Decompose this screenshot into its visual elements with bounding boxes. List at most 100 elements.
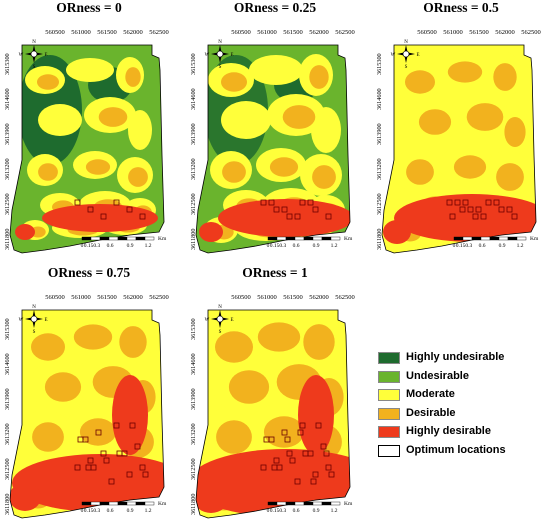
x-tick-label: 562000 bbox=[309, 294, 329, 301]
compass-icon: N S E W bbox=[205, 305, 234, 335]
compass-s-label: S bbox=[219, 330, 222, 335]
zone-desirable bbox=[216, 420, 252, 454]
legend-label: Undesirable bbox=[406, 369, 469, 382]
compass-n-label: N bbox=[404, 40, 408, 45]
optimum-location-marker bbox=[485, 199, 492, 206]
zone-desirable bbox=[222, 161, 246, 183]
zone-desirable bbox=[257, 322, 301, 352]
suitability-map: N S E W 0 0.150.3 0.6 0.9 1.2 Km bbox=[9, 305, 167, 519]
optimum-location-marker bbox=[74, 464, 81, 471]
scale-unit: Km bbox=[530, 236, 539, 242]
zone-desirable bbox=[119, 326, 147, 358]
optimum-location-marker bbox=[299, 422, 306, 429]
optimum-location-marker bbox=[294, 478, 301, 485]
x-tick-label: 562500 bbox=[335, 294, 355, 301]
map-panel-1: ORness = 0.25 560500 561000 561500 562000 562… bbox=[186, 0, 364, 254]
compass-e-label: E bbox=[230, 53, 233, 58]
optimum-location-marker bbox=[323, 450, 330, 457]
zone-moderate bbox=[221, 101, 271, 139]
x-tick-label: 562000 bbox=[495, 29, 515, 36]
zone-desirable bbox=[447, 61, 483, 83]
scale-label: 0 bbox=[267, 243, 270, 249]
optimum-location-marker bbox=[312, 206, 319, 213]
zone-desirable bbox=[79, 418, 117, 446]
scale-bar: 0 0.150.3 0.6 0.9 1.2 Km bbox=[267, 501, 353, 514]
zone-desirable bbox=[282, 105, 316, 129]
optimum-location-marker bbox=[281, 206, 288, 213]
optimum-location-marker bbox=[281, 429, 288, 436]
optimum-location-marker bbox=[284, 436, 291, 443]
optimum-location-marker bbox=[103, 457, 110, 464]
optimum-location-marker bbox=[454, 199, 461, 206]
scale-label: 1.2 bbox=[331, 508, 338, 514]
zone-moderate bbox=[66, 58, 114, 82]
zone-highly-desirable bbox=[218, 199, 350, 237]
compass-e-label: E bbox=[416, 53, 419, 58]
optimum-location-marker bbox=[268, 199, 275, 206]
zone-desirable bbox=[228, 370, 270, 404]
optimum-location-marker bbox=[74, 199, 81, 206]
scale-label: 0.9 bbox=[313, 508, 320, 514]
legend-swatch bbox=[378, 370, 400, 383]
zone-moderate bbox=[311, 107, 341, 153]
optimum-location-marker bbox=[462, 199, 469, 206]
scale-unit: Km bbox=[344, 501, 353, 507]
legend-swatch bbox=[378, 426, 400, 438]
legend-swatch bbox=[378, 407, 400, 420]
optimum-location-marker bbox=[286, 450, 293, 457]
optimum-location-marker bbox=[315, 422, 322, 429]
legend-item: Desirable bbox=[378, 406, 550, 425]
x-tick-label: 561500 bbox=[469, 29, 489, 36]
compass-n-label: N bbox=[32, 40, 36, 45]
suitability-map: N S E W 0 0.150.3 0.6 0.9 1.2 Km bbox=[9, 40, 167, 254]
x-tick-label: 561500 bbox=[97, 294, 117, 301]
scale-bar: 0 0.150.3 0.6 0.9 1.2 Km bbox=[453, 236, 539, 249]
compass-w-label: W bbox=[19, 318, 24, 323]
compass-w-label: W bbox=[19, 53, 24, 58]
optimum-location-marker bbox=[271, 464, 278, 471]
optimum-location-marker bbox=[142, 471, 149, 478]
optimum-location-marker bbox=[289, 457, 296, 464]
zone-desirable bbox=[31, 333, 65, 361]
zone-desirable bbox=[466, 103, 504, 131]
x-tick-label: 562000 bbox=[309, 29, 329, 36]
zone-desirable bbox=[496, 163, 524, 191]
scale-label: 0.6 bbox=[293, 243, 300, 249]
x-tick-label: 561500 bbox=[97, 29, 117, 36]
legend-label: Moderate bbox=[406, 388, 455, 400]
compass-icon: N S E W bbox=[19, 40, 48, 70]
suitability-map: N S E W 0 0.150.3 0.6 0.9 1.2 Km bbox=[195, 40, 353, 254]
optimum-location-marker bbox=[475, 206, 482, 213]
optimum-location-marker bbox=[260, 464, 267, 471]
scale-label: 0.9 bbox=[313, 243, 320, 249]
zone-highly-desirable bbox=[10, 483, 41, 511]
compass-e-label: E bbox=[44, 318, 47, 323]
scale-unit: Km bbox=[344, 236, 353, 242]
zone-desirable bbox=[128, 167, 148, 187]
optimum-location-marker bbox=[310, 478, 317, 485]
scale-label: 1.2 bbox=[145, 243, 152, 249]
legend-label: Optimum locations bbox=[406, 443, 506, 456]
optimum-location-marker bbox=[108, 478, 115, 485]
optimum-location-marker bbox=[273, 457, 280, 464]
scale-label: 1.2 bbox=[517, 243, 524, 249]
zone-moderate bbox=[128, 110, 152, 150]
legend-label: Highly desirable bbox=[406, 425, 491, 437]
legend-item: Highly desirable bbox=[378, 424, 550, 443]
scale-bar: 0 0.150.3 0.6 0.9 1.2 Km bbox=[267, 236, 353, 249]
scale-label: 0.150.3 bbox=[456, 243, 473, 249]
optimum-location-marker bbox=[286, 213, 293, 220]
map-panel-4: ORness = 1 560500 561000 561500 562000 562500… bbox=[186, 265, 364, 519]
optimum-location-marker bbox=[506, 206, 513, 213]
x-tick-label: 561000 bbox=[257, 294, 277, 301]
x-tick-label: 560500 bbox=[45, 29, 65, 36]
scale-label: 1.2 bbox=[331, 243, 338, 249]
scale-label: 0.9 bbox=[127, 243, 134, 249]
zone-highly-desirable bbox=[196, 481, 229, 513]
x-tick-label: 562000 bbox=[123, 294, 143, 301]
x-tick-label: 561000 bbox=[257, 29, 277, 36]
legend-swatch bbox=[378, 352, 400, 364]
zone-desirable bbox=[504, 117, 526, 147]
x-tick-label: 562500 bbox=[149, 29, 169, 36]
zone-highly-desirable bbox=[298, 375, 334, 455]
